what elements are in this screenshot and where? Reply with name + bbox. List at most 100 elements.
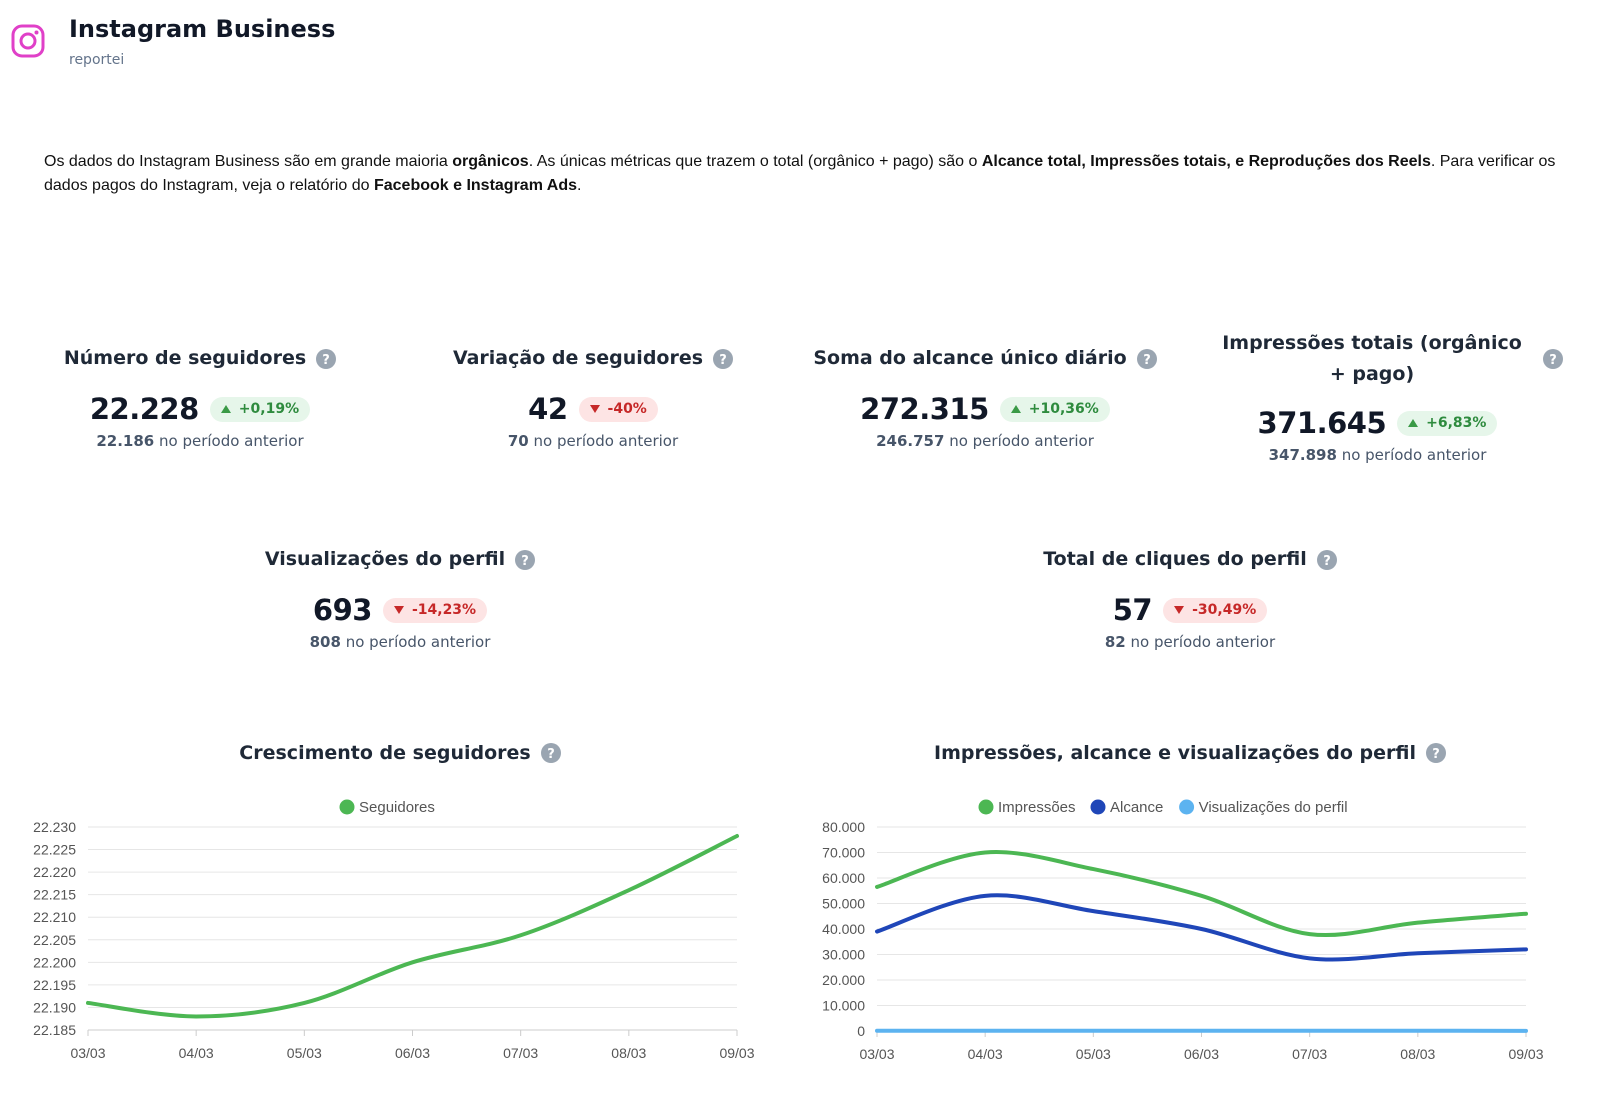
x-tick-label: 08/03 bbox=[611, 1045, 646, 1061]
legend-marker[interactable] bbox=[339, 799, 355, 815]
arrow-down-icon bbox=[1174, 606, 1185, 614]
previous-period: 347.898 no período anterior bbox=[1200, 446, 1555, 464]
help-icon[interactable]: ? bbox=[515, 549, 536, 570]
previous-value: 22.186 bbox=[96, 432, 155, 450]
change-value: -30,49% bbox=[1192, 602, 1257, 618]
change-value: +10,36% bbox=[1028, 401, 1099, 417]
chart-title-text: Impressões, alcance e visualizações do p… bbox=[934, 741, 1416, 764]
y-tick-label: 22.190 bbox=[33, 999, 76, 1015]
page-subtitle: reportei bbox=[69, 52, 125, 68]
help-icon[interactable]: ? bbox=[1425, 742, 1446, 763]
previous-label: no período anterior bbox=[154, 432, 304, 450]
x-tick-label: 04/03 bbox=[179, 1045, 214, 1061]
legend-label[interactable]: Seguidores bbox=[359, 799, 435, 816]
metric-value: 22.228 bbox=[89, 392, 199, 426]
x-tick-label: 08/03 bbox=[1400, 1046, 1435, 1062]
previous-period: 22.186 no período anterior bbox=[20, 432, 380, 450]
x-tick-label: 03/03 bbox=[859, 1046, 894, 1062]
metric-card-followers-variation: Variação de seguidores? 42 -40% 70 no pe… bbox=[413, 343, 773, 450]
intro-emphasis: Alcance total, Impressões totais, e Repr… bbox=[981, 153, 1431, 170]
y-tick-label: 0 bbox=[857, 1023, 865, 1039]
x-tick-label: 05/03 bbox=[287, 1045, 322, 1061]
svg-text:?: ? bbox=[719, 353, 727, 368]
previous-period: 82 no período anterior bbox=[1000, 633, 1380, 651]
x-tick-label: 05/03 bbox=[1076, 1046, 1111, 1062]
y-tick-label: 30.000 bbox=[822, 947, 865, 963]
legend-marker[interactable] bbox=[978, 799, 994, 815]
previous-label: no período anterior bbox=[528, 432, 679, 450]
legend-label[interactable]: Impressões bbox=[998, 799, 1076, 816]
help-icon[interactable]: ? bbox=[540, 742, 561, 763]
arrow-up-icon bbox=[220, 405, 231, 413]
y-tick-label: 22.200 bbox=[33, 954, 76, 970]
x-tick-label: 07/03 bbox=[503, 1045, 538, 1061]
metric-value: 693 bbox=[312, 593, 373, 627]
intro-text: Os dados do Instagram Business são em gr… bbox=[44, 150, 1564, 198]
help-icon[interactable]: ? bbox=[1136, 348, 1157, 369]
metric-title: Impressões totais (orgânico + pago) bbox=[1222, 332, 1522, 385]
metric-value: 42 bbox=[528, 392, 568, 426]
previous-value: 70 bbox=[507, 432, 529, 450]
arrow-up-icon bbox=[1408, 419, 1419, 427]
y-tick-label: 60.000 bbox=[822, 870, 865, 886]
x-tick-label: 07/03 bbox=[1292, 1046, 1327, 1062]
x-tick-label: 06/03 bbox=[1184, 1046, 1219, 1062]
metric-title: Total de cliques do perfil bbox=[1043, 548, 1307, 570]
change-badge: +6,83% bbox=[1397, 410, 1498, 436]
metric-card-profile-views: Visualizações do perfil? 693 -14,23% 808… bbox=[210, 544, 590, 651]
help-icon[interactable]: ? bbox=[1316, 549, 1337, 570]
metric-card-reach: Soma do alcance único diário? 272.315 +1… bbox=[795, 343, 1175, 450]
header: Instagram Business reportei bbox=[0, 0, 1600, 80]
svg-text:?: ? bbox=[1323, 554, 1331, 569]
metric-value: 371.645 bbox=[1257, 406, 1387, 440]
previous-value: 808 bbox=[309, 633, 341, 651]
y-tick-label: 22.215 bbox=[33, 887, 76, 903]
help-icon[interactable]: ? bbox=[1543, 349, 1563, 369]
svg-text:?: ? bbox=[322, 353, 330, 368]
legend-marker[interactable] bbox=[1090, 799, 1106, 815]
chart-title-followers-growth: Crescimento de seguidores ? bbox=[20, 737, 780, 768]
intro-text-part: . Para verificar os dados pagos do Insta… bbox=[44, 153, 1556, 194]
page-title: Instagram Business bbox=[69, 15, 336, 43]
chart-legend: Impressões Alcance Visualizações do perfil bbox=[978, 799, 1348, 816]
chart-title-text: Crescimento de seguidores bbox=[239, 741, 531, 764]
intro-text-part: . bbox=[577, 177, 582, 194]
help-icon[interactable]: ? bbox=[316, 348, 337, 369]
intro-text-part: Os dados do Instagram Business são em gr… bbox=[44, 153, 453, 170]
metric-card-followers: Número de seguidores? 22.228 +0,19% 22.1… bbox=[20, 343, 380, 450]
metric-title: Variação de seguidores bbox=[452, 347, 704, 369]
legend-label[interactable]: Visualizações do perfil bbox=[1199, 799, 1348, 816]
y-tick-label: 40.000 bbox=[822, 921, 865, 937]
svg-text:?: ? bbox=[521, 554, 529, 569]
x-tick-label: 06/03 bbox=[395, 1045, 430, 1061]
previous-period: 808 no período anterior bbox=[210, 633, 590, 651]
previous-label: no período anterior bbox=[944, 432, 1094, 450]
previous-value: 82 bbox=[1104, 633, 1126, 651]
legend-marker[interactable] bbox=[1179, 799, 1195, 815]
previous-period: 70 no período anterior bbox=[413, 432, 773, 450]
series-line bbox=[86, 834, 739, 1019]
change-badge: +10,36% bbox=[999, 396, 1110, 422]
chart-title-impressions: Impressões, alcance e visualizações do p… bbox=[800, 737, 1580, 768]
previous-label: no período anterior bbox=[1125, 633, 1276, 651]
previous-value: 347.898 bbox=[1268, 446, 1337, 464]
x-tick-label: 03/03 bbox=[70, 1045, 105, 1061]
intro-text-part: . As únicas métricas que trazem o total … bbox=[528, 153, 982, 170]
legend-label[interactable]: Alcance bbox=[1110, 799, 1163, 816]
instagram-icon bbox=[11, 24, 45, 58]
y-tick-label: 10.000 bbox=[822, 998, 865, 1014]
series-line bbox=[875, 893, 1528, 962]
arrow-down-icon bbox=[589, 405, 600, 413]
y-tick-label: 50.000 bbox=[822, 896, 865, 912]
y-tick-label: 22.230 bbox=[33, 819, 76, 835]
y-tick-label: 22.185 bbox=[33, 1022, 76, 1038]
x-tick-label: 09/03 bbox=[1508, 1046, 1543, 1062]
metric-title: Soma do alcance único diário bbox=[813, 347, 1127, 369]
metric-title: Visualizações do perfil bbox=[264, 548, 506, 570]
help-icon[interactable]: ? bbox=[713, 348, 734, 369]
change-value: +0,19% bbox=[238, 401, 300, 417]
y-tick-label: 22.205 bbox=[33, 932, 76, 948]
change-value: +6,83% bbox=[1426, 415, 1487, 431]
metric-value: 272.315 bbox=[860, 392, 989, 426]
metric-card-profile-clicks: Total de cliques do perfil? 57 -30,49% 8… bbox=[1000, 544, 1380, 651]
